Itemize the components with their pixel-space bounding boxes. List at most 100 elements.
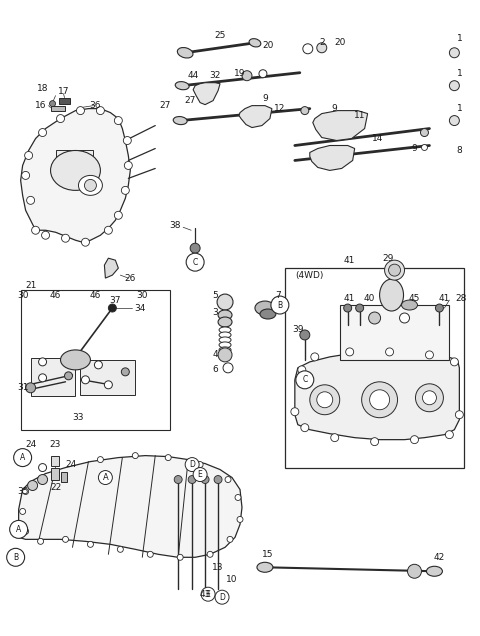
Circle shape: [98, 471, 112, 485]
Ellipse shape: [249, 39, 261, 47]
Text: E: E: [198, 470, 203, 479]
Circle shape: [23, 529, 29, 534]
Circle shape: [24, 151, 33, 160]
Circle shape: [38, 464, 47, 471]
Circle shape: [76, 107, 84, 114]
Ellipse shape: [260, 309, 276, 319]
Circle shape: [242, 71, 252, 81]
Text: 25: 25: [215, 31, 226, 40]
Text: 44: 44: [188, 71, 199, 80]
Polygon shape: [21, 109, 130, 242]
Ellipse shape: [255, 301, 275, 315]
Text: A: A: [20, 453, 25, 462]
Circle shape: [37, 474, 48, 485]
Circle shape: [87, 541, 94, 548]
Circle shape: [301, 424, 309, 432]
Circle shape: [369, 312, 381, 324]
Bar: [50, 455, 59, 466]
Bar: [50, 106, 64, 111]
Circle shape: [190, 243, 200, 253]
Bar: [59, 98, 71, 104]
Text: 37: 37: [109, 296, 121, 305]
Ellipse shape: [175, 81, 189, 90]
Bar: [50, 467, 59, 480]
Circle shape: [408, 564, 421, 578]
Text: 24: 24: [65, 460, 76, 469]
Ellipse shape: [219, 332, 231, 338]
Circle shape: [410, 436, 419, 444]
Text: 1: 1: [456, 69, 462, 78]
Circle shape: [20, 508, 25, 515]
Circle shape: [456, 411, 463, 418]
Text: 11: 11: [354, 111, 365, 120]
Circle shape: [422, 391, 436, 404]
Ellipse shape: [177, 48, 193, 58]
Text: 45: 45: [409, 294, 420, 303]
Circle shape: [165, 455, 171, 460]
Circle shape: [421, 144, 428, 151]
Circle shape: [61, 234, 70, 242]
Circle shape: [121, 368, 129, 376]
Circle shape: [38, 358, 47, 366]
Circle shape: [123, 137, 132, 144]
Circle shape: [62, 536, 69, 543]
Ellipse shape: [219, 342, 231, 348]
Circle shape: [201, 587, 215, 601]
Circle shape: [214, 476, 222, 483]
Circle shape: [95, 361, 102, 369]
Circle shape: [117, 546, 123, 552]
Text: 26: 26: [125, 273, 136, 282]
Ellipse shape: [60, 350, 90, 370]
Circle shape: [227, 536, 233, 543]
Circle shape: [300, 330, 310, 340]
Text: 4: 4: [212, 350, 218, 359]
Text: 36: 36: [90, 101, 101, 110]
Text: 3: 3: [212, 308, 218, 317]
Circle shape: [57, 114, 64, 123]
Circle shape: [223, 363, 233, 373]
Polygon shape: [295, 350, 459, 439]
Circle shape: [97, 457, 103, 462]
Text: 6: 6: [212, 365, 218, 375]
Circle shape: [215, 590, 229, 604]
Circle shape: [344, 304, 352, 312]
Ellipse shape: [78, 176, 102, 195]
Text: 35: 35: [17, 487, 28, 496]
Circle shape: [32, 226, 39, 234]
Circle shape: [108, 304, 116, 312]
Circle shape: [38, 128, 47, 137]
Circle shape: [37, 538, 44, 544]
Text: 38: 38: [169, 221, 181, 230]
Text: 15: 15: [262, 550, 274, 559]
Circle shape: [82, 376, 89, 384]
Text: 30: 30: [17, 291, 28, 300]
Text: D: D: [219, 593, 225, 602]
Text: 8: 8: [456, 146, 462, 155]
Ellipse shape: [402, 300, 418, 310]
Text: D: D: [189, 460, 195, 469]
Circle shape: [10, 520, 28, 538]
Ellipse shape: [426, 566, 443, 576]
Polygon shape: [313, 111, 368, 141]
Circle shape: [435, 304, 444, 312]
Circle shape: [84, 179, 96, 191]
Text: 16: 16: [35, 101, 47, 110]
Text: 42: 42: [434, 553, 445, 562]
Bar: [21, 290, 170, 430]
Circle shape: [174, 476, 182, 483]
Circle shape: [197, 462, 203, 467]
Circle shape: [217, 294, 233, 310]
Circle shape: [399, 313, 409, 323]
Bar: [285, 268, 464, 467]
Circle shape: [201, 476, 209, 483]
Circle shape: [26, 197, 35, 204]
Text: 20: 20: [334, 38, 346, 47]
Text: 41: 41: [344, 256, 355, 265]
Circle shape: [298, 366, 306, 374]
Text: 17: 17: [58, 87, 69, 96]
Circle shape: [28, 481, 37, 490]
Circle shape: [235, 494, 241, 501]
Circle shape: [104, 381, 112, 389]
Text: 9: 9: [412, 144, 418, 153]
Text: 12: 12: [274, 104, 286, 113]
